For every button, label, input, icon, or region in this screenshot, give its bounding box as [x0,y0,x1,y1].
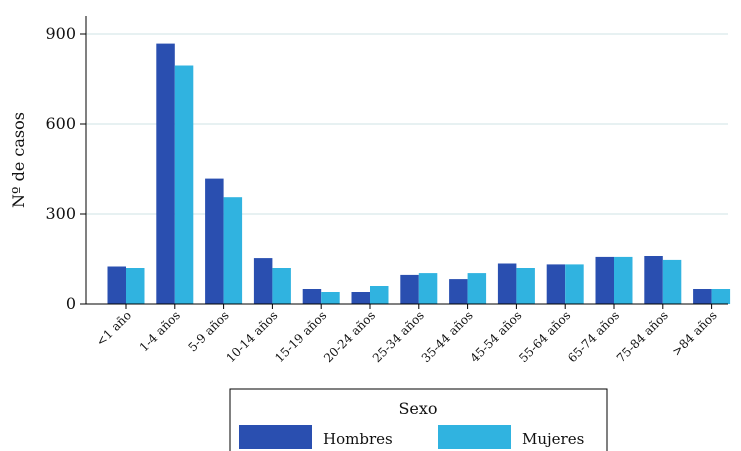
bar-hombres-4 [302,289,322,304]
y-tick-label: 300 [45,204,76,223]
bar-mujeres-2 [223,197,243,304]
x-tick-label: 45-54 años [467,308,524,365]
legend-label-mujeres: Mujeres [522,430,584,448]
bar-mujeres-10 [614,256,633,304]
bar-hombres-6 [400,274,419,304]
bars [107,43,731,304]
bar-mujeres-12 [711,289,731,304]
legend-swatch-hombres [239,425,312,449]
legend: Sexo Hombres Mujeres [229,388,608,451]
bar-mujeres-6 [418,273,438,304]
bar-hombres-1 [156,43,175,304]
y-tick-label: 0 [66,294,76,313]
x-tick-label: 5-9 años [185,308,231,354]
legend-label-hombres: Hombres [323,430,393,448]
bar-hombres-10 [595,256,614,304]
bar-mujeres-0 [126,268,145,304]
x-tick-label: 65-74 años [565,308,622,365]
bar-mujeres-7 [467,273,487,304]
x-tick-label: >84 años [669,308,719,358]
bar-mujeres-11 [662,259,682,304]
axes [80,16,728,309]
bar-hombres-7 [449,279,468,304]
x-tick-label: 35-44 años [419,308,476,365]
x-tick-label: 15-19 años [272,308,329,365]
legend-swatch-mujeres [438,425,511,449]
x-tick-label: 25-34 años [370,308,427,365]
x-tick-label: 10-14 años [223,308,280,365]
x-tick-label: 20-24 años [321,308,378,365]
bar-hombres-12 [693,289,712,304]
bar-mujeres-9 [565,264,584,304]
bar-mujeres-5 [370,286,389,304]
y-tick-label: 900 [45,24,76,43]
bar-hombres-9 [546,264,566,304]
x-tick-label: 1-4 años [137,308,183,354]
y-axis-title: Nº de casos [9,112,28,208]
x-tick-label: 55-64 años [516,308,573,365]
bar-hombres-11 [644,256,663,304]
y-tick-labels: 0 300 600 900 [45,24,76,313]
bar-mujeres-3 [272,268,291,304]
x-tick-label: <1 año [93,308,134,349]
bar-hombres-2 [205,178,224,304]
bar-hombres-5 [351,292,370,304]
y-tick-label: 600 [45,114,76,133]
legend-title: Sexo [398,399,437,418]
bar-mujeres-8 [516,268,535,304]
bar-mujeres-4 [321,292,340,304]
bar-hombres-3 [253,258,273,304]
bar-hombres-0 [107,266,126,304]
x-tick-label: 75-84 años [614,308,671,365]
bar-hombres-8 [497,263,517,304]
bar-mujeres-1 [174,65,194,304]
